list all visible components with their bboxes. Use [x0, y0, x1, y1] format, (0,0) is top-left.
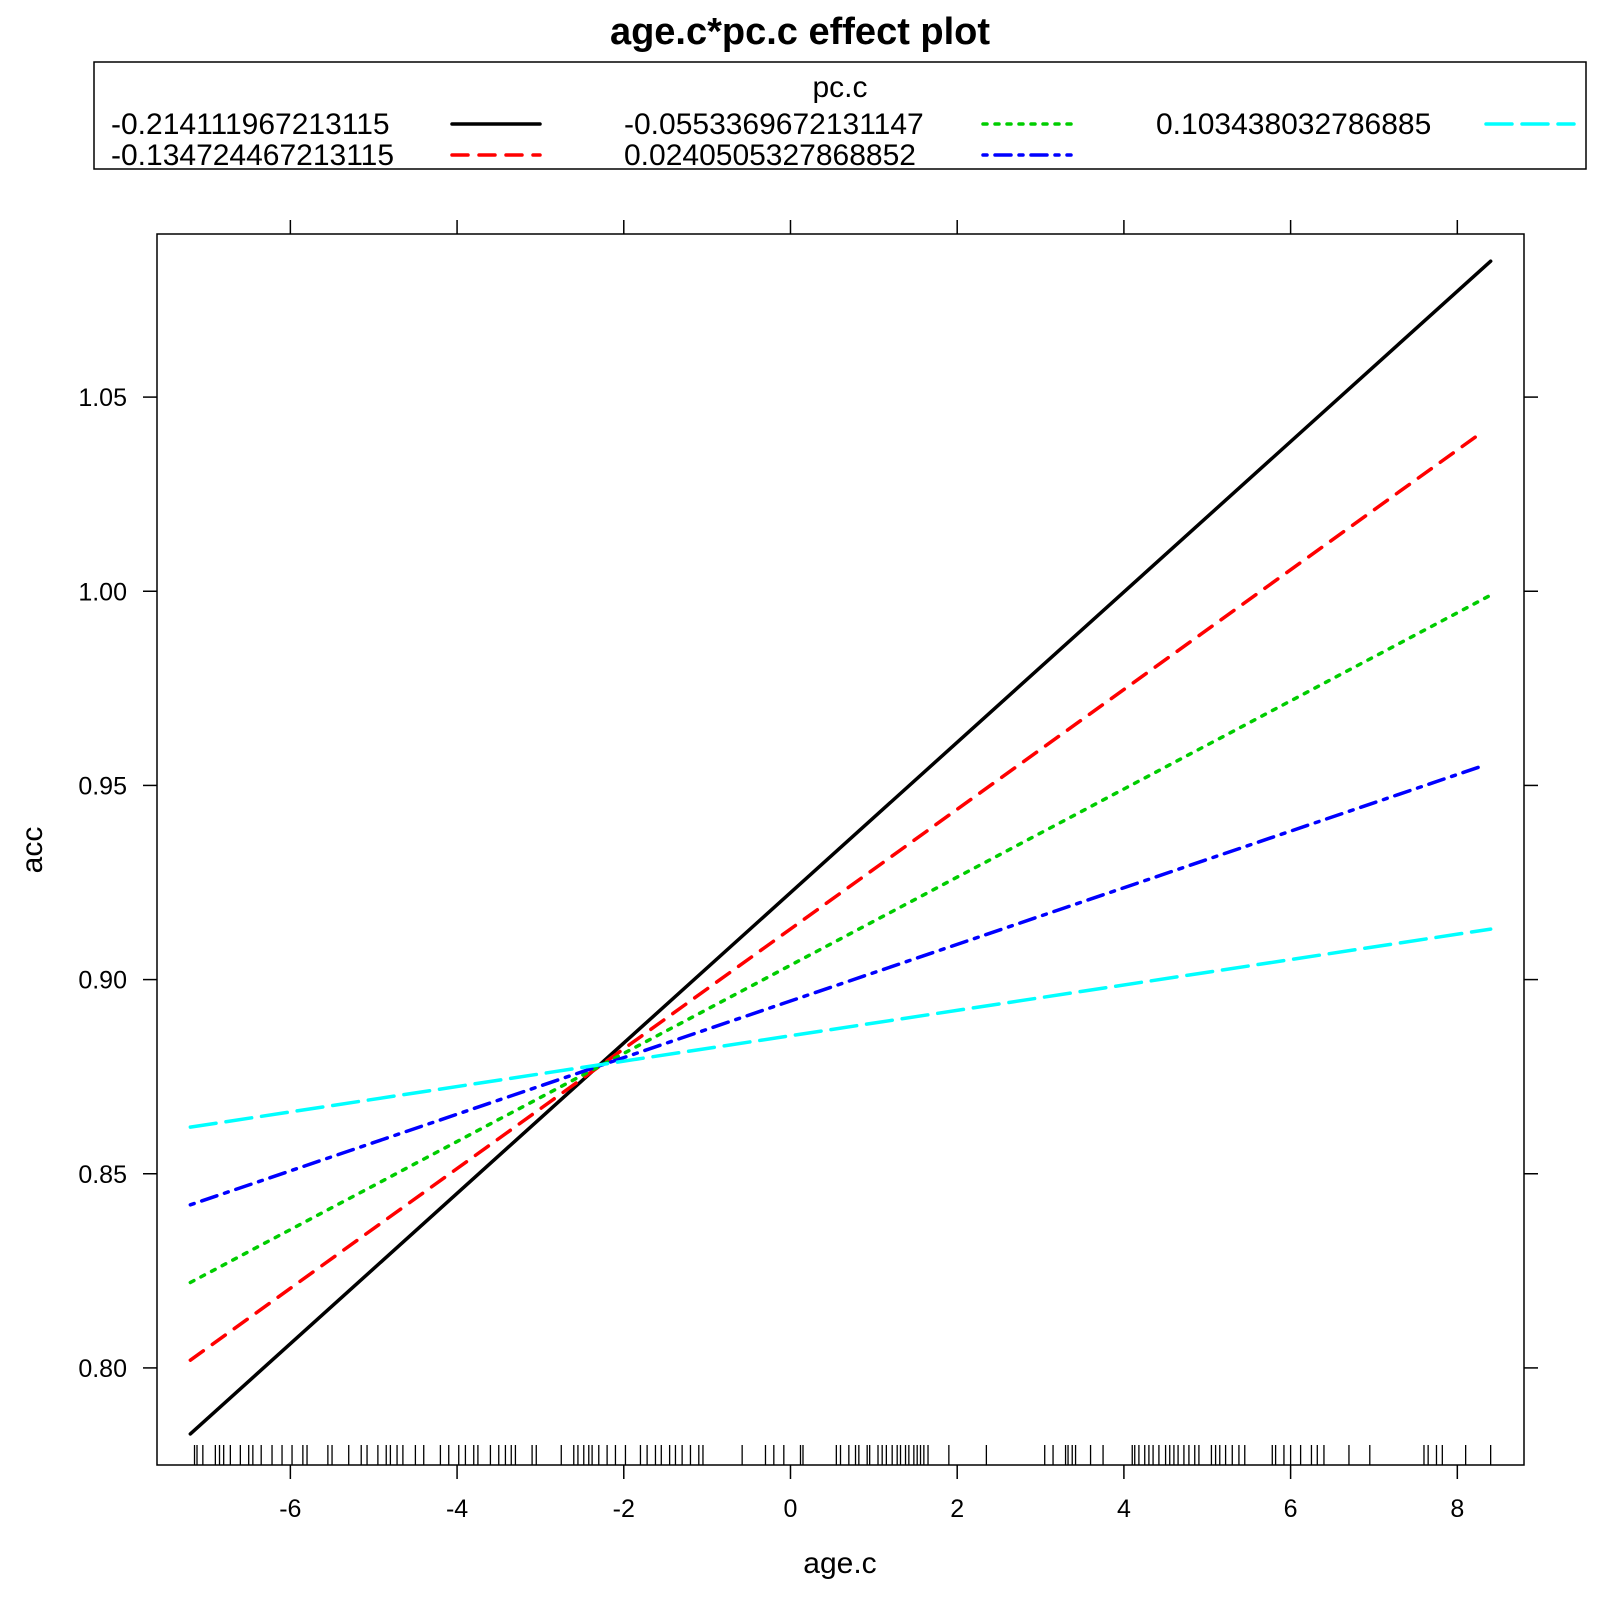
x-tick-label: 8 — [1450, 1495, 1464, 1523]
legend-label-1: -0.214111967213115 — [111, 108, 390, 141]
legend: pc.c -0.214111967213115-0.13472446721311… — [93, 61, 1587, 172]
y-tick-label: 0.80 — [78, 1355, 127, 1383]
series-line-1 — [188, 259, 1493, 1436]
y-tick-label: 0.85 — [78, 1161, 127, 1189]
series-line-4 — [188, 764, 1485, 1207]
x-tick-label: -6 — [279, 1495, 301, 1523]
legend-label-3: -0.0553369672131147 — [624, 108, 924, 141]
x-tick-label: 6 — [1284, 1495, 1298, 1523]
x-tick-label: 2 — [950, 1495, 964, 1523]
x-axis-label: age.c — [803, 1547, 876, 1580]
legend-entries: -0.214111967213115-0.134724467213115 -0.0… — [111, 108, 1576, 172]
legend-label-2: -0.134724467213115 — [111, 139, 394, 172]
x-tick-label: 4 — [1117, 1495, 1131, 1523]
y-tick-label: 0.95 — [78, 772, 127, 800]
legend-box — [93, 61, 1587, 170]
rug-marks — [193, 1445, 1492, 1465]
series-line-5 — [188, 927, 1493, 1129]
plot-area: -6 -4 -2 0 2 4 6 8 0.80 0.85 0.90 0.95 1.00 1.05 — [78, 220, 1538, 1523]
x-tick-label: 0 — [784, 1495, 798, 1523]
x-axis: -6 -4 -2 0 2 4 6 8 — [279, 220, 1464, 1523]
chart-title: age.c*pc.c effect plot — [610, 11, 990, 53]
legend-title: pc.c — [812, 71, 867, 104]
x-tick-label: -2 — [613, 1495, 635, 1523]
series-lines — [188, 259, 1493, 1436]
series-line-3 — [188, 593, 1493, 1285]
x-tick-label: -4 — [446, 1495, 468, 1523]
y-tick-label: 1.00 — [78, 578, 127, 606]
series-line-2 — [188, 430, 1485, 1362]
y-tick-label: 1.05 — [78, 384, 127, 412]
legend-label-5: 0.103438032786885 — [1156, 108, 1431, 141]
y-axis-label: acc — [16, 827, 49, 874]
legend-label-4: 0.0240505327868852 — [624, 139, 916, 172]
y-axis: 0.80 0.85 0.90 0.95 1.00 1.05 — [78, 384, 1538, 1383]
y-tick-label: 0.90 — [78, 967, 127, 995]
